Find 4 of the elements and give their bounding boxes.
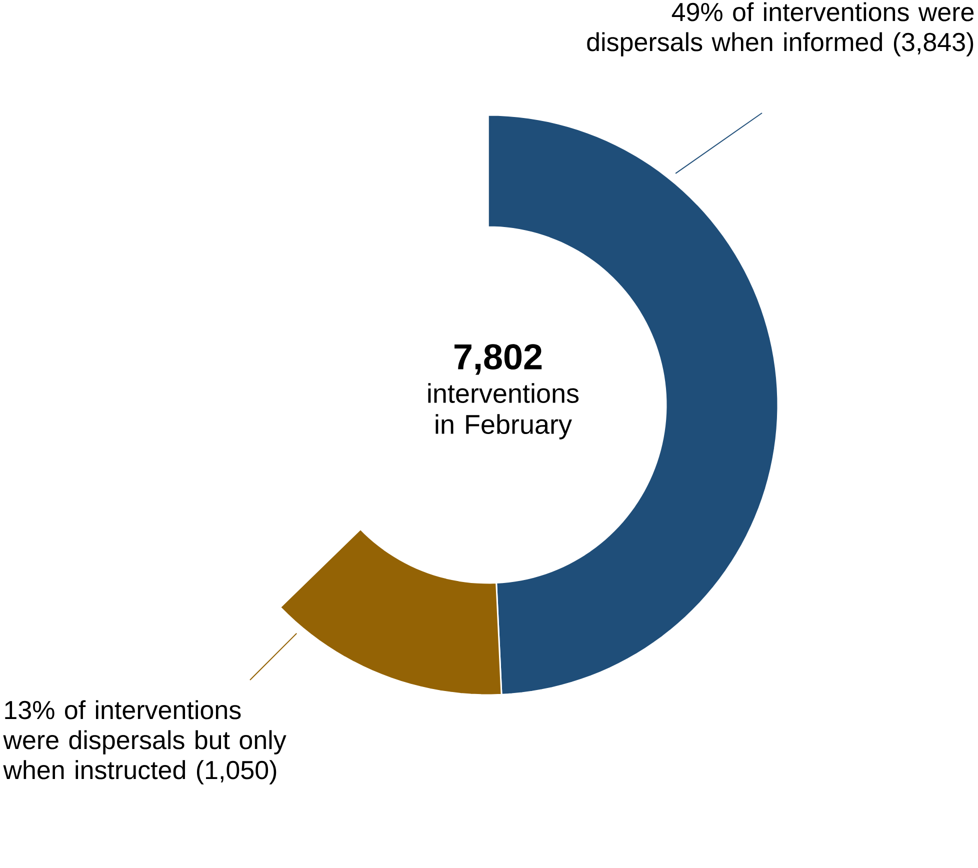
slice-label: 13% of interventions were dispersals but only when instructed (1,050) (3, 700, 286, 784)
text: interventions in February (428, 383, 579, 440)
slice-label: 49% of interventions were dispersals when informed (3,843) (587, 2, 974, 56)
text: 7,802 (454, 344, 542, 375)
